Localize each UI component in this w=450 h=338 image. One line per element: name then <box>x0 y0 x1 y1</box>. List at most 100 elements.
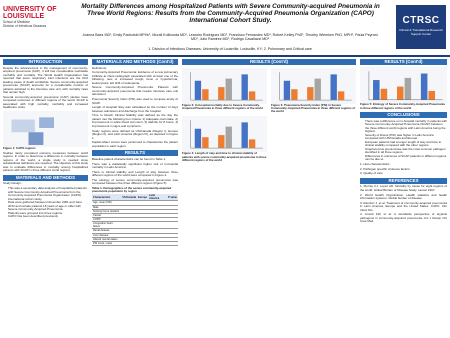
paragraph: Kaplan-Meier curves were performed to ch… <box>92 140 178 148</box>
bullet-item: Data were gathered between November 2001… <box>8 200 88 212</box>
figure-shape <box>202 88 209 100</box>
logo-university: UNIVERSITY OF LOUISVILLE <box>3 6 57 20</box>
section-heading: RESULTS (Cont'd) <box>360 59 447 65</box>
figure-graphic <box>182 67 267 104</box>
paragraph: 2. Pathogen specific virulence factors <box>360 166 410 171</box>
figure: Figure 4: Length of stay and time to cli… <box>182 116 267 162</box>
table-cell: Congestive heart failure <box>92 221 122 230</box>
table-cell <box>147 221 167 230</box>
table-header: P value <box>166 194 178 202</box>
bullet-item: Severity of illness (PSI) was higher in … <box>365 133 447 141</box>
table-cell <box>121 213 138 219</box>
bullet-list: This was a secondary data analysis of ho… <box>3 186 88 219</box>
university-logo: UNIVERSITY OF LOUISVILLE School of Medic… <box>3 6 73 28</box>
section: RESULTS (Cont'd) Figure 2: In-hospital mo… <box>182 59 356 164</box>
table-cell <box>166 205 178 210</box>
figure-caption: Figure 1: CAPO regions <box>3 146 36 150</box>
table-cell <box>147 241 167 247</box>
bullet-item: CAPO has been described previously. <box>8 215 88 219</box>
figure-shape <box>428 90 436 100</box>
figure-graphic <box>271 67 356 104</box>
figure-shape <box>39 117 54 128</box>
table-cell <box>121 200 138 206</box>
figure-shape <box>218 86 225 100</box>
section-body: Figure 2: In-hospital mortality due to S… <box>182 67 356 165</box>
section-heading: MATERIALS AND METHODS <box>3 174 88 181</box>
table-cell <box>166 213 178 219</box>
figure-shape <box>248 90 256 100</box>
table-header: US/Canada <box>121 194 138 202</box>
paragraph: Study Design: <box>3 181 22 186</box>
paragraph: The etiology of severe community-acquire… <box>92 177 178 186</box>
table-cell <box>166 237 178 242</box>
section-heading: INTRODUCTION <box>3 59 88 65</box>
figure-shape <box>194 80 202 100</box>
column: MATERIALS AND METHODS (Cont'd) Definition… <box>92 59 178 338</box>
divider <box>0 55 450 57</box>
figure-shape <box>225 126 232 149</box>
table-cell <box>147 237 167 242</box>
table: Characteristic US/Canada Europe Latin Ameri… <box>92 194 178 247</box>
section: MATERIALS AND METHODS (Cont'd) Definition… <box>92 59 178 148</box>
paragraph: 3. Quality of care <box>360 171 383 176</box>
table-row: COPD <box>92 217 178 223</box>
authors: Joanna Baez MD¹, Emily Pacholski MPHc¹, … <box>82 33 378 42</box>
paragraph: There is clinical stability and Length o… <box>92 169 178 178</box>
paragraph: 4. Arnold FW, et al. A worldwide perspec… <box>360 212 447 224</box>
table-cell <box>121 228 138 234</box>
paragraph: Despite the advancement in the managemen… <box>3 65 88 94</box>
table-cell <box>147 213 167 219</box>
table-header-row: Characteristic US/Canada Europe Latin Ameri… <box>92 194 178 202</box>
logo-division: Division of Infectious Diseases <box>3 24 47 28</box>
table-cell <box>137 221 148 230</box>
table-cell: Age, mean (SD) <box>92 200 122 206</box>
paragraph: Baseline patient characteristics can be … <box>92 156 166 161</box>
column: INTRODUCTION Despite the advancement in t… <box>3 59 88 338</box>
table-cell <box>137 237 148 242</box>
table-row: Congestive heart failure <box>92 221 178 230</box>
figure: Figure 3: Pneumonia Severity Index (PSI)… <box>271 67 356 114</box>
figure-shape <box>291 88 298 100</box>
table-cell: Cancer <box>92 213 122 219</box>
paragraph: Studies rarely compared outcome measures… <box>3 150 88 173</box>
table-cell: Renal disease <box>92 228 122 234</box>
logo-unit: School of Medicine <box>3 20 30 24</box>
table-row: Male <box>92 205 178 210</box>
bullet-list: There was a difference on in-hospital mo… <box>360 119 447 162</box>
table-cell <box>121 209 138 214</box>
figure-shape <box>404 77 412 100</box>
table-cell: COPD <box>92 217 122 223</box>
figure-shape <box>420 73 428 100</box>
table-cell: PSI score, mean <box>92 241 122 247</box>
figure-shape <box>380 88 388 100</box>
bullet-item: European patients had a longer length of… <box>365 140 447 148</box>
paragraph: 1. Murray CJ, Lopez AD. Mortality by cau… <box>360 184 447 192</box>
table-cell: Liver disease <box>92 233 122 238</box>
table-cell <box>166 200 178 206</box>
figure-shape <box>202 137 209 149</box>
logo-acronym: CTRSC <box>402 15 440 26</box>
table-header: Characteristic <box>92 194 122 202</box>
section-heading: RESULTS (Cont'd) <box>182 59 356 65</box>
table-cell <box>166 221 178 230</box>
section-heading: REFERENCES <box>360 177 447 184</box>
header: UNIVERSITY OF LOUISVILLE School of Medic… <box>0 0 450 55</box>
figure-shape <box>283 80 291 100</box>
table-cell <box>166 209 178 214</box>
table-row: PSI score, mean <box>92 241 178 247</box>
figure-shape <box>248 139 256 149</box>
figure-caption: Figure 4: Length of stay and time to cli… <box>182 151 267 163</box>
paragraph: There was a statistically significant hi… <box>92 161 178 169</box>
section-heading: CONCLUSIONS <box>360 112 447 119</box>
figure-shape <box>194 129 202 149</box>
section: REFERENCES 1. Murray CJ, Lopez AD. Mortal… <box>360 177 447 224</box>
table-cell <box>121 241 138 247</box>
table-row: Nursing home resident <box>92 209 178 214</box>
table-row: Cancer <box>92 213 178 219</box>
column: RESULTS (Cont'd) Figure 5: Etiology of Se… <box>360 59 447 338</box>
section: CONCLUSIONSThere was a difference on in-… <box>360 112 447 176</box>
table-cell <box>166 217 178 223</box>
logo-name: Clinical & Translational Research Suppor… <box>398 28 444 36</box>
